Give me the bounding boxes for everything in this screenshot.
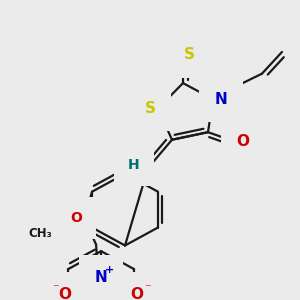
Text: S: S <box>184 47 194 62</box>
Text: H: H <box>128 158 140 172</box>
Text: O: O <box>48 225 60 239</box>
Text: O: O <box>58 287 72 300</box>
Text: N: N <box>214 92 227 106</box>
Text: S: S <box>145 101 155 116</box>
Text: +: + <box>104 265 114 275</box>
Text: N: N <box>95 270 107 285</box>
Text: O: O <box>70 211 82 225</box>
Text: CH₃: CH₃ <box>28 227 52 240</box>
Text: O: O <box>236 134 250 149</box>
Text: O: O <box>130 287 144 300</box>
Text: ⁻: ⁻ <box>52 282 59 296</box>
Text: ⁻: ⁻ <box>144 282 150 296</box>
